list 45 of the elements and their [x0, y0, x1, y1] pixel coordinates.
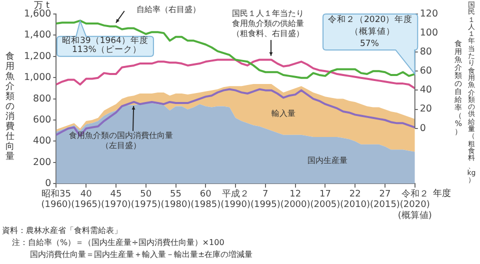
x-tick-label: 40 (1965) — [71, 189, 102, 210]
text: 注：自給率（%）＝（国内生産量÷国内消費仕向量）×100 — [12, 238, 224, 248]
x-tick-label: 60 (1985) — [190, 189, 221, 210]
y2-tick-label: 100 — [420, 28, 438, 39]
y-tick-label: 1,400 — [24, 30, 52, 41]
series-label: 国内生産量 — [307, 156, 348, 166]
annotation: 令和２（2020）年度 — [328, 15, 413, 25]
y2-tick-label: 20 — [420, 104, 432, 115]
x-tick-label: 45 (1970) — [101, 189, 131, 210]
y-tick-label: 0 — [45, 178, 52, 190]
y2-tick-label: 80 — [420, 46, 432, 58]
y-tick-label: 200 — [33, 156, 52, 168]
x-tick-label: 昭和35 (1960) — [41, 188, 72, 210]
x-tick-label: 7 (1995) — [250, 189, 280, 210]
x-tick-label: 17 (2005) — [310, 189, 340, 210]
y2-tick-label: 0 — [420, 122, 426, 134]
text: 資料：農林水産省「食料需給表」 — [2, 226, 122, 236]
annotation: （概算値） — [350, 27, 395, 37]
text: 万 t — [34, 1, 50, 11]
series-label: 食用魚介類の国内消費仕向量（左目盛） — [68, 131, 174, 152]
y2-tick-label: 120 — [420, 8, 438, 20]
series-label: 輸入量 — [271, 108, 296, 119]
y-tick-label: 800 — [33, 93, 52, 104]
x-tick-label: 55 (1980) — [160, 189, 191, 210]
annotation: 113%（ピーク） — [72, 45, 142, 55]
x-axis-title: 年度 — [432, 188, 451, 199]
x-tick-label: 平成２ (1990) — [220, 188, 250, 210]
x-tick-label: 50 (1975) — [130, 189, 161, 210]
y-tick-label: 600 — [33, 114, 52, 126]
series-label: 自給率（右目盛） — [136, 4, 202, 15]
y-tick-label: 400 — [33, 136, 52, 147]
text: 食用魚介類の消費仕向量 — [6, 52, 14, 162]
y2-tick-label: 40 — [420, 84, 432, 96]
annotation: 57% — [360, 39, 379, 49]
text: 国内消費仕向量＝国内生産量＋輸入量－輸出量±在庫の増減量 — [30, 250, 253, 260]
x-tick-label: 令和２ (2020) (概算値) — [398, 188, 432, 221]
y-tick-label: 1,600 — [24, 8, 52, 20]
x-tick-label: 22 (2010) — [340, 189, 370, 210]
y2-tick-label: 60 — [420, 66, 432, 77]
y-tick-label: 1,200 — [24, 50, 52, 62]
annotation: 昭和39（1964）年度 — [62, 36, 148, 46]
text: 国民１人１年当たり食用魚介類の供給量（粗食料、右目盛） — [232, 8, 305, 39]
y-tick-label: 1,000 — [24, 72, 52, 84]
x-tick-label: 27 (2015) — [370, 189, 400, 210]
x-tick-label: 12 (2000) — [280, 189, 310, 210]
